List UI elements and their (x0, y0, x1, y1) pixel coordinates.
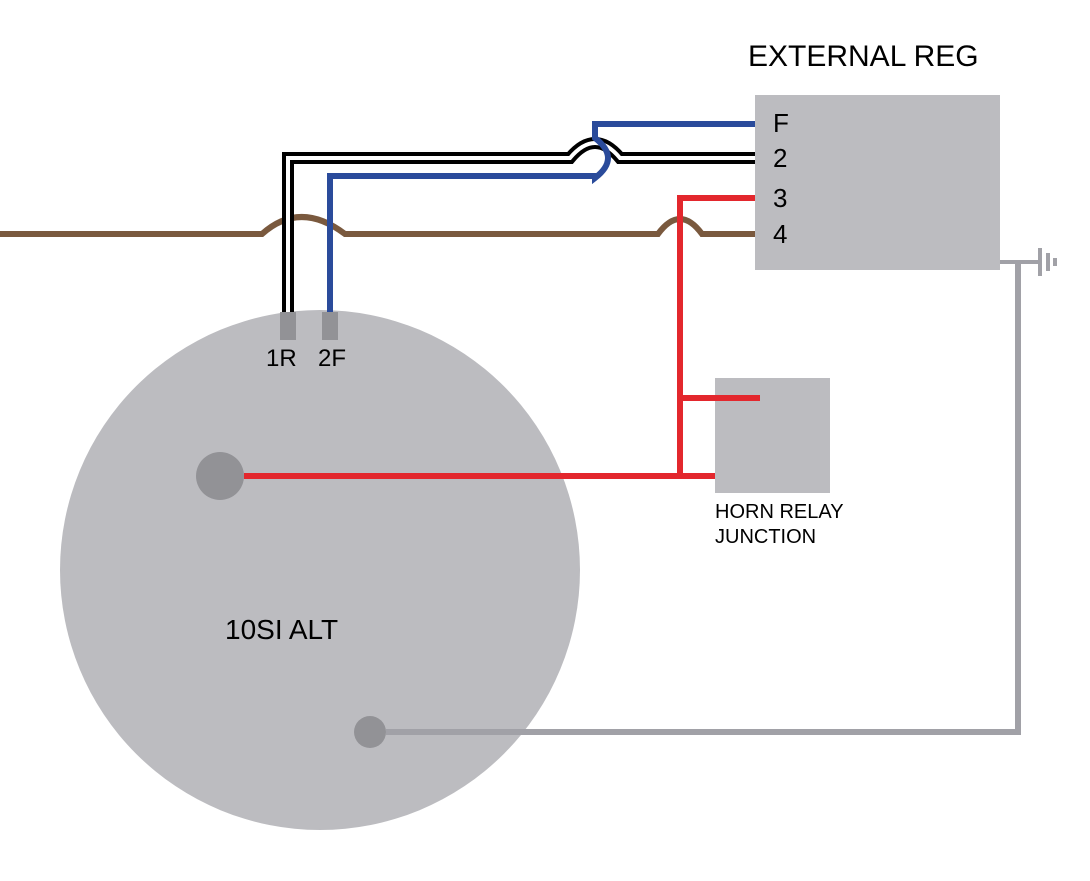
reg-terminal-3-label: 3 (773, 183, 787, 214)
reg-terminal-4-label: 4 (773, 219, 787, 250)
wire-black-inner (288, 143, 755, 312)
external-reg-box (755, 95, 1000, 270)
wire-brown (0, 217, 755, 234)
horn-relay-label: HORN RELAY JUNCTION (715, 500, 844, 550)
alternator-ground-terminal (354, 716, 386, 748)
wiring-diagram (0, 0, 1090, 881)
wire-black-outline (288, 143, 755, 312)
tab-1R-label: 1R (266, 345, 297, 373)
title-label: EXTERNAL REG (748, 40, 979, 74)
alternator-tab-1R (280, 312, 296, 340)
alternator-body (60, 310, 580, 830)
alternator-tab-2F (322, 312, 338, 340)
tab-2F-label: 2F (318, 345, 346, 373)
reg-terminal-F-label: F (773, 108, 789, 139)
alternator-label: 10SI ALT (225, 614, 338, 646)
alternator-bat-terminal (196, 452, 244, 500)
reg-terminal-2-label: 2 (773, 143, 787, 174)
